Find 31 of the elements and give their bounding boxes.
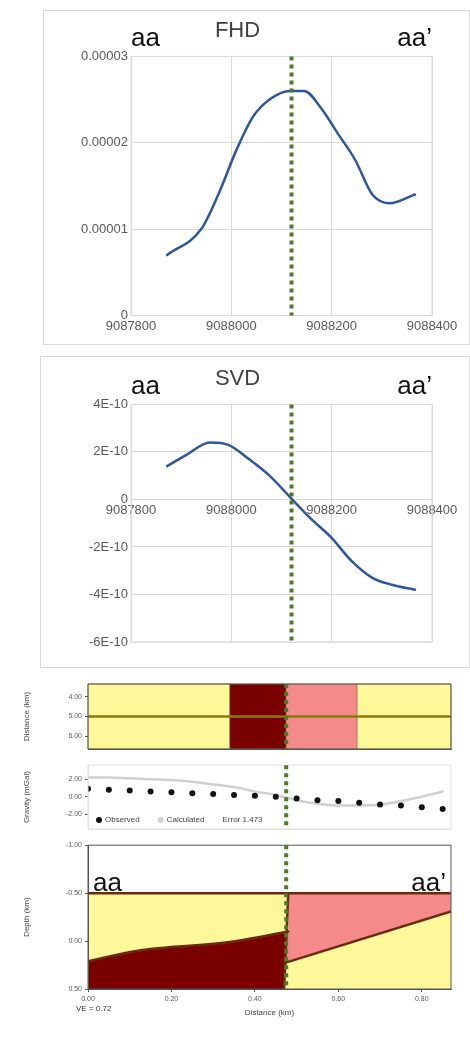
x-axis-title: Distance (km)	[244, 1008, 295, 1018]
x-tick-label: 9088200	[306, 501, 357, 517]
y-tick-label: -4E-10	[88, 586, 128, 602]
annotation: Error 1.473	[222, 815, 264, 825]
y-tick-label: 2E-10	[93, 443, 128, 459]
text: aa’	[397, 22, 432, 53]
legend-label: Calculated	[166, 815, 205, 825]
y-axis-title: Gravity (mGal)	[22, 770, 31, 824]
annotation: aa’	[411, 867, 446, 898]
text: aa	[131, 370, 161, 401]
y-tick-label: 4E-10	[93, 395, 128, 411]
x-tick-label: 9088400	[406, 317, 458, 333]
y-tick-label: 0.00001	[81, 220, 128, 236]
x-tick-label: 9088200	[306, 317, 357, 333]
y-axis-title: Depth (km)	[22, 896, 31, 937]
chart-title: SVD	[214, 365, 261, 391]
legend-label: Observed	[105, 815, 140, 825]
y-tick-label: 0.00003	[81, 47, 128, 63]
y-tick-label: -6E-10	[88, 633, 128, 649]
text: aa’	[397, 370, 432, 401]
text: aa	[131, 22, 161, 53]
x-tick-label: 9088000	[206, 501, 257, 517]
chart-title: FHD	[214, 17, 261, 43]
text: VE = 0.72	[76, 1004, 112, 1014]
annotation: aa	[93, 867, 123, 898]
y-tick-label: 0	[120, 306, 128, 322]
y-tick-label: 0.00002	[81, 134, 128, 150]
y-tick-label: -2E-10	[88, 538, 128, 554]
y-axis-title: Distance (km)	[22, 691, 31, 742]
x-tick-label: 9088000	[206, 317, 257, 333]
x-tick-label: 9088400	[406, 501, 458, 517]
